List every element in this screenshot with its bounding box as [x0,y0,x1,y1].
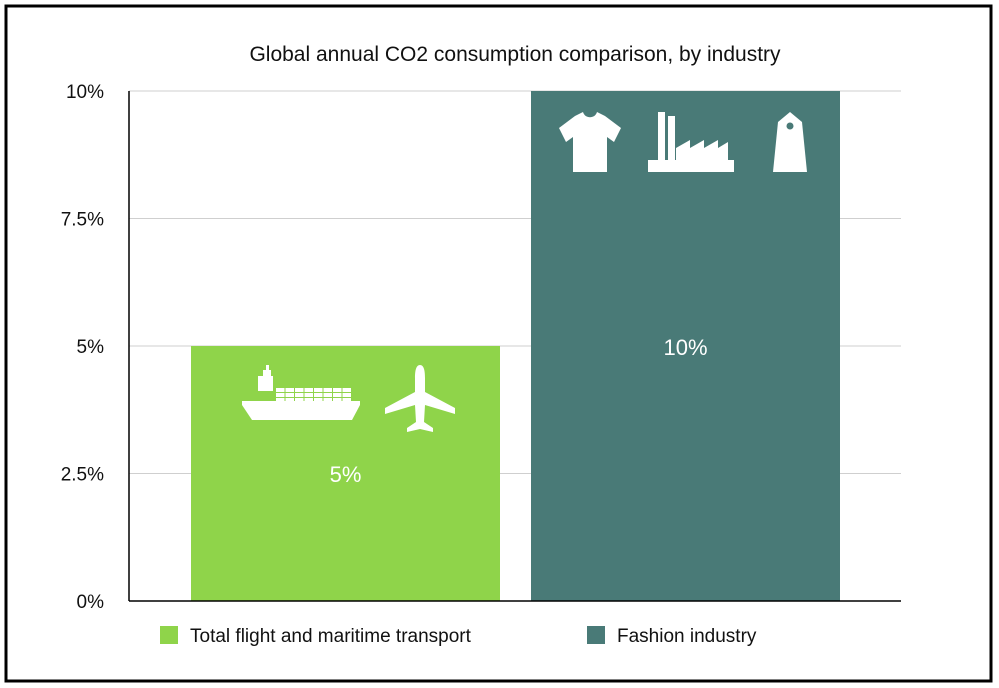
legend: Total flight and maritime transport Fashi… [160,626,757,647]
legend-label: Fashion industry [617,626,757,647]
t-shirt-icon [559,112,621,172]
cargo-ship-icon [242,365,360,420]
axes [128,91,901,602]
y-tick-label: 10% [66,82,104,103]
y-tick-label: 0% [77,592,105,613]
bar-value-label: 5% [330,462,362,487]
y-axis-ticks: 0% 2.5% 5% 7.5% 10% [61,82,104,613]
y-tick-label: 5% [77,337,105,358]
bar-2 [531,91,840,601]
bars: 5% 10% [191,91,840,601]
airplane-icon [385,365,455,432]
factory-icon [648,112,734,172]
y-tick-label: 2.5% [61,465,104,486]
legend-label: Total flight and maritime transport [190,626,472,647]
price-tag-icon [773,112,807,172]
legend-swatch [160,626,178,644]
legend-swatch [587,626,605,644]
y-tick-label: 7.5% [61,210,104,231]
chart-title: Global annual CO2 consumption comparison… [249,43,781,66]
bar-value-label: 10% [663,335,707,360]
